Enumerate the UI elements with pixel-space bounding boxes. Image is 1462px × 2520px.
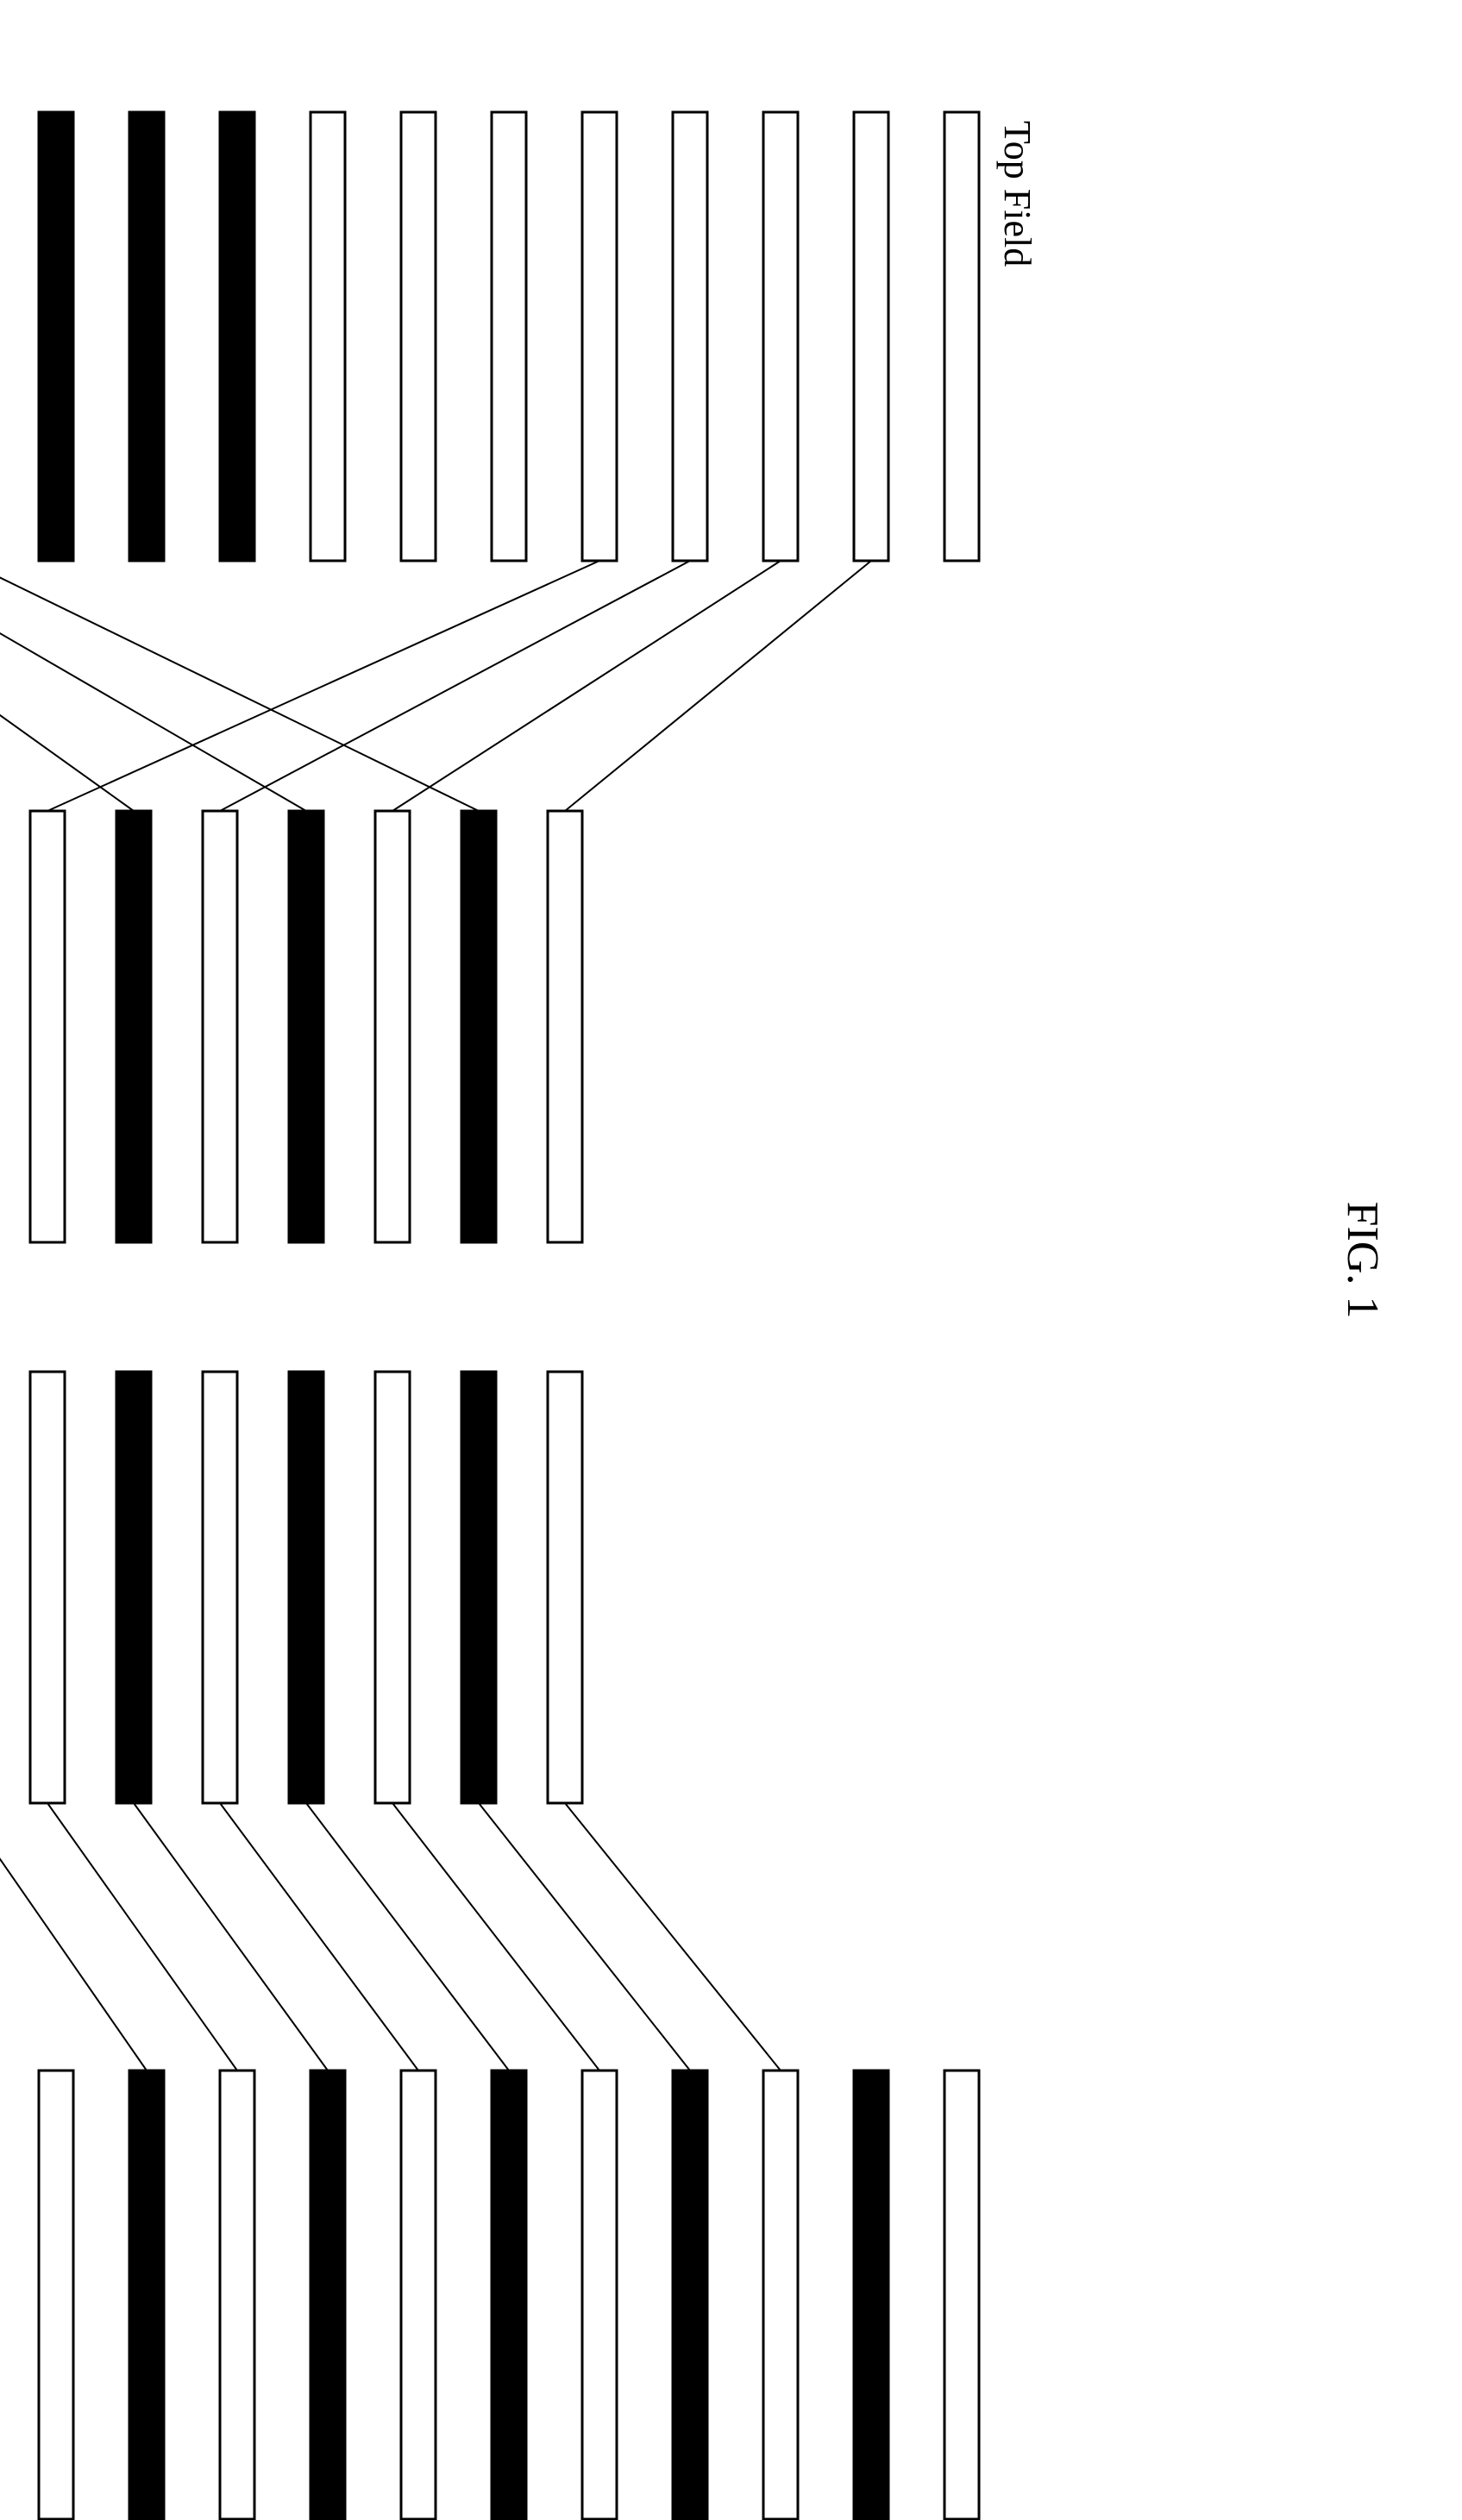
bottom-field-line — [39, 112, 73, 561]
field-mc-group: Top FieldBottom FieldField MC — [0, 112, 1038, 1242]
top-field-line — [854, 112, 888, 561]
frame-mc-src-line — [548, 1372, 582, 1803]
field-mc-dest-line — [461, 811, 496, 1242]
frame-line — [220, 2071, 254, 2519]
frame-mc-src-line — [116, 1372, 151, 1803]
frame-line — [944, 2071, 979, 2519]
frame-line — [39, 2071, 73, 2519]
field-mc-dest-line — [375, 811, 410, 1242]
top-field-line — [311, 112, 345, 561]
top-field-line — [492, 112, 526, 561]
top-field-line — [763, 112, 798, 561]
frame-mc-connection — [392, 1803, 599, 2071]
field-mc-dest-line — [548, 811, 582, 1242]
frame-line — [492, 2071, 526, 2519]
frame-mc-connection — [47, 1803, 237, 2071]
bottom-field-line — [220, 112, 254, 561]
frame-mc-group: FrameFrame MC — [0, 1372, 979, 2519]
field-mc-connection — [0, 561, 134, 811]
figure-canvas: FIG. 1 Top FieldBottom FieldField MC Frame… — [0, 0, 1462, 2520]
frame-mc-src-line — [30, 1372, 65, 1803]
field-mc-connection — [220, 561, 690, 811]
frame-line — [763, 2071, 798, 2519]
frame-line — [129, 2071, 164, 2519]
frame-mc-connection — [479, 1803, 690, 2071]
frame-line — [673, 2071, 707, 2519]
top-field-line — [673, 112, 707, 561]
field-mc-connection — [565, 561, 871, 811]
frame-mc-src-line — [375, 1372, 410, 1803]
frame-mc-src-line — [461, 1372, 496, 1803]
field-mc-dest-line — [30, 811, 65, 1242]
frame-mc-connection — [134, 1803, 328, 2071]
field-mc-dest-line — [289, 811, 323, 1242]
frame-mc-connection — [220, 1803, 418, 2071]
bottom-field-line — [129, 112, 164, 561]
top-field-line — [582, 112, 617, 561]
frame-line — [854, 2071, 888, 2519]
frame-line — [401, 2071, 436, 2519]
field-mc-dest-line — [203, 811, 237, 1242]
field-mc-dest-line — [116, 811, 151, 1242]
field-mc-connection — [47, 561, 599, 811]
frame-line — [311, 2071, 345, 2519]
field-mc-connection — [392, 561, 781, 811]
frame-mc-connection — [565, 1803, 781, 2071]
frame-mc-connection — [0, 1803, 147, 2071]
frame-mc-connection — [306, 1803, 509, 2071]
frame-mc-src-line — [203, 1372, 237, 1803]
top-field-label: Top Field — [996, 121, 1038, 267]
top-field-line — [401, 112, 436, 561]
field-mc-connection — [0, 561, 479, 811]
frame-line — [582, 2071, 617, 2519]
top-field-line — [944, 112, 979, 561]
figure-title: FIG. 1 — [1338, 1202, 1387, 1319]
field-mc-connection — [0, 561, 306, 811]
frame-mc-src-line — [289, 1372, 323, 1803]
